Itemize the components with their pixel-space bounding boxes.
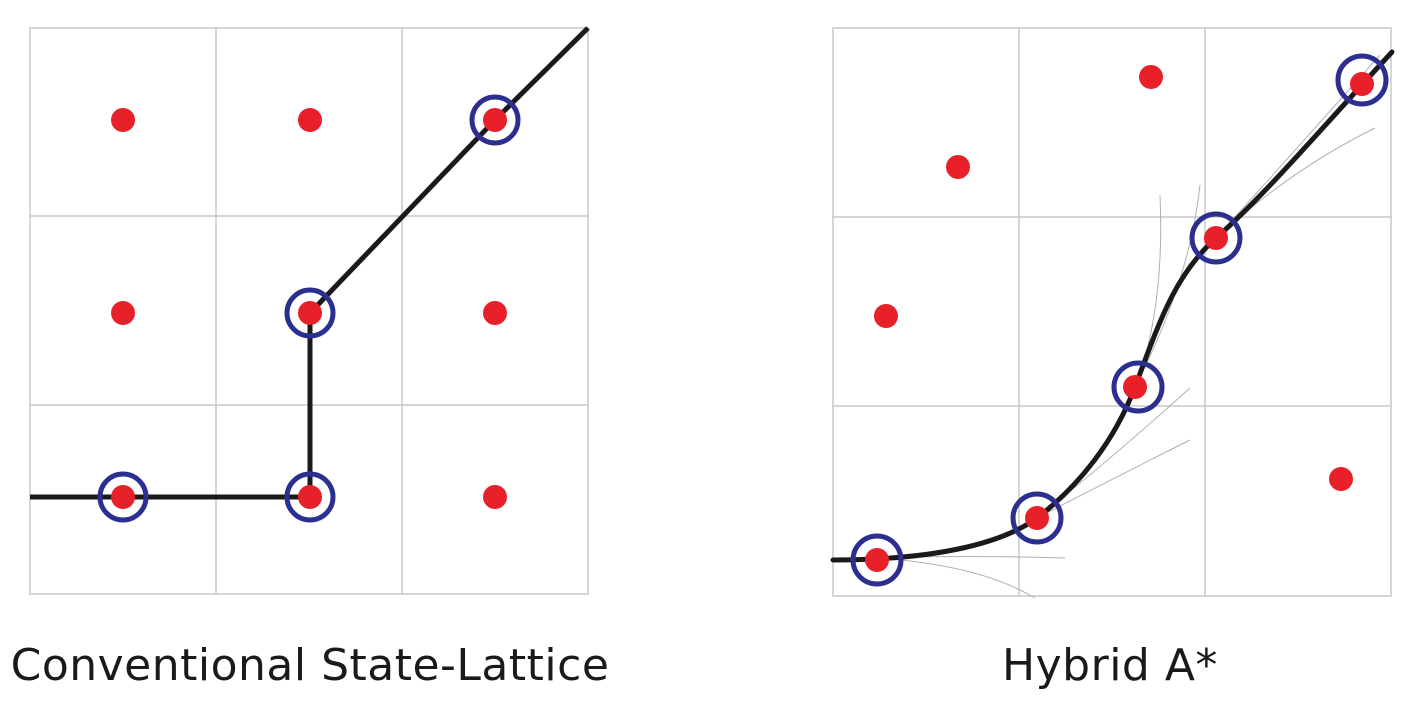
state-lattice-nodes <box>111 108 507 509</box>
lattice-node <box>298 301 322 325</box>
lattice-node <box>111 301 135 325</box>
visited-ring <box>1111 360 1165 414</box>
lattice-node <box>483 301 507 325</box>
visited-ring <box>284 471 336 523</box>
hybrid-node <box>1350 72 1374 96</box>
visited-ring <box>97 471 149 523</box>
lattice-node <box>111 108 135 132</box>
lattice-node <box>298 108 322 132</box>
lattice-node <box>483 485 507 509</box>
visited-ring <box>1335 53 1389 107</box>
visited-ring <box>469 94 521 146</box>
lattice-node <box>298 485 322 509</box>
state-lattice-grid <box>29 27 589 595</box>
hybrid-node <box>1329 467 1353 491</box>
lattice-node <box>483 108 507 132</box>
state-lattice-visited-rings <box>97 94 521 523</box>
state-lattice-panel <box>29 26 590 595</box>
visited-ring <box>1189 211 1243 265</box>
state-lattice-caption: Conventional State-Lattice <box>10 640 610 691</box>
hybrid-node <box>1204 226 1228 250</box>
hybrid-astar-panel <box>830 27 1395 599</box>
hybrid-node <box>1123 375 1147 399</box>
hybrid-astar-caption: Hybrid A* <box>1002 640 1218 691</box>
hybrid-astar-path <box>830 49 1395 563</box>
hybrid-astar-grid <box>832 27 1392 597</box>
lattice-node <box>111 485 135 509</box>
hybrid-node <box>865 548 889 572</box>
hybrid-node <box>946 155 970 179</box>
hybrid-node <box>1025 506 1049 530</box>
hybrid-node <box>874 304 898 328</box>
hybrid-astar-nodes <box>865 65 1374 572</box>
hybrid-node <box>1139 65 1163 89</box>
hybrid-astar-visited-rings <box>850 53 1389 587</box>
visited-ring <box>284 287 336 339</box>
hybrid-astar-branches <box>876 54 1381 599</box>
visited-ring <box>850 533 904 587</box>
visited-ring <box>1010 491 1064 545</box>
